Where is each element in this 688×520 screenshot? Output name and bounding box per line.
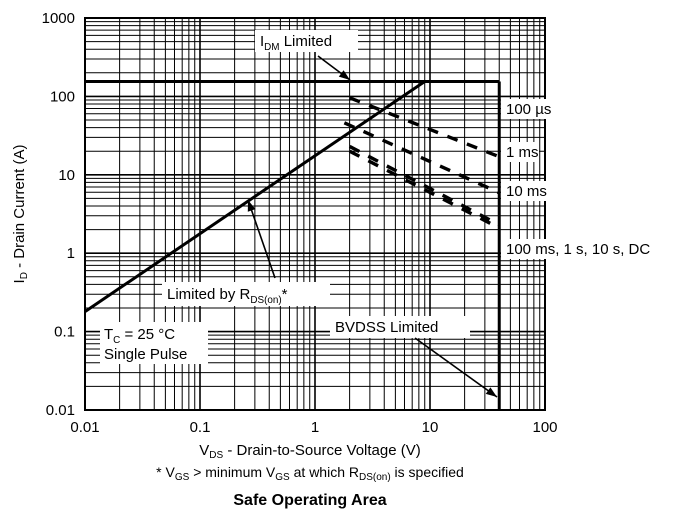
y-tick-label: 0.1 (54, 324, 75, 341)
x-axis-label: VDS - Drain-to-Source Voltage (V) (199, 442, 421, 461)
y-tick-label: 100 (50, 88, 75, 105)
rds-arrow (247, 199, 276, 279)
series-label-bg (501, 99, 555, 119)
x-tick-label: 100 (532, 419, 557, 436)
series-label: 100 ms, 1 s, 10 s, DC (506, 241, 650, 258)
series-line (348, 144, 501, 227)
minor-grid (85, 18, 545, 410)
soa-chart: 0.01 0.1 1 10 100 1000 100 10 1 0.1 0.01 ID - Drai… (11, 10, 675, 436)
bvdss-label-bg (330, 316, 470, 338)
series-label: 1 ms (506, 144, 539, 161)
rds-arrow-head (247, 200, 256, 212)
bvdss-limited-label: BVDSS Limited (335, 319, 438, 336)
x-tick-label: 0.1 (190, 419, 211, 436)
chart-title: Safe Operating Area (233, 492, 387, 509)
series-label: 100 µs (506, 101, 551, 118)
idm-arrow-head (338, 70, 350, 80)
single-pulse-label: Single Pulse (104, 346, 187, 363)
pulse-series (343, 96, 501, 230)
y-axis-label: ID - Drain Current (A) (11, 145, 30, 284)
y-tick-label: 0.01 (46, 402, 75, 419)
bvdss-arrow-head (485, 387, 497, 397)
annotations: 100 µs 1 ms 10 ms 100 ms, 1 s, 10 s, DC IDM … (100, 30, 675, 398)
series-label-bg (501, 142, 539, 162)
rds-on-limit-line (84, 80, 426, 313)
rds-limited-label: Limited by RDS(on)* (167, 286, 288, 306)
x-tick-label: 1 (311, 419, 319, 436)
rds-label-bg (162, 282, 330, 306)
idm-limited-label: IDM Limited (260, 33, 332, 53)
tc-label: TC = 25 °C (104, 326, 175, 346)
idm-label-bg (255, 30, 358, 52)
footnote: * VGS > minimum VGS at which RDS(on) is … (156, 464, 464, 483)
y-tick-label: 10 (58, 167, 75, 184)
series-line (348, 149, 501, 230)
y-tick-label: 1 (67, 245, 75, 262)
series-line (343, 121, 500, 195)
y-tick-label: 1000 (42, 10, 75, 27)
series-label-bg (501, 239, 675, 259)
bvdss-arrow (414, 337, 498, 398)
series-line (348, 96, 500, 159)
x-tick-label: 0.01 (70, 419, 99, 436)
soa-boundary (84, 79, 501, 410)
series-label: 10 ms (506, 183, 547, 200)
plot-frame (84, 17, 546, 411)
tick-labels: 0.01 0.1 1 10 100 1000 100 10 1 0.1 0.01 (42, 10, 558, 436)
svg-text:ID - Drain Current (A): ID - Drain Current (A) (11, 145, 30, 284)
x-tick-label: 10 (422, 419, 439, 436)
series-label-bg (501, 181, 547, 201)
conditions-bg (100, 322, 208, 364)
